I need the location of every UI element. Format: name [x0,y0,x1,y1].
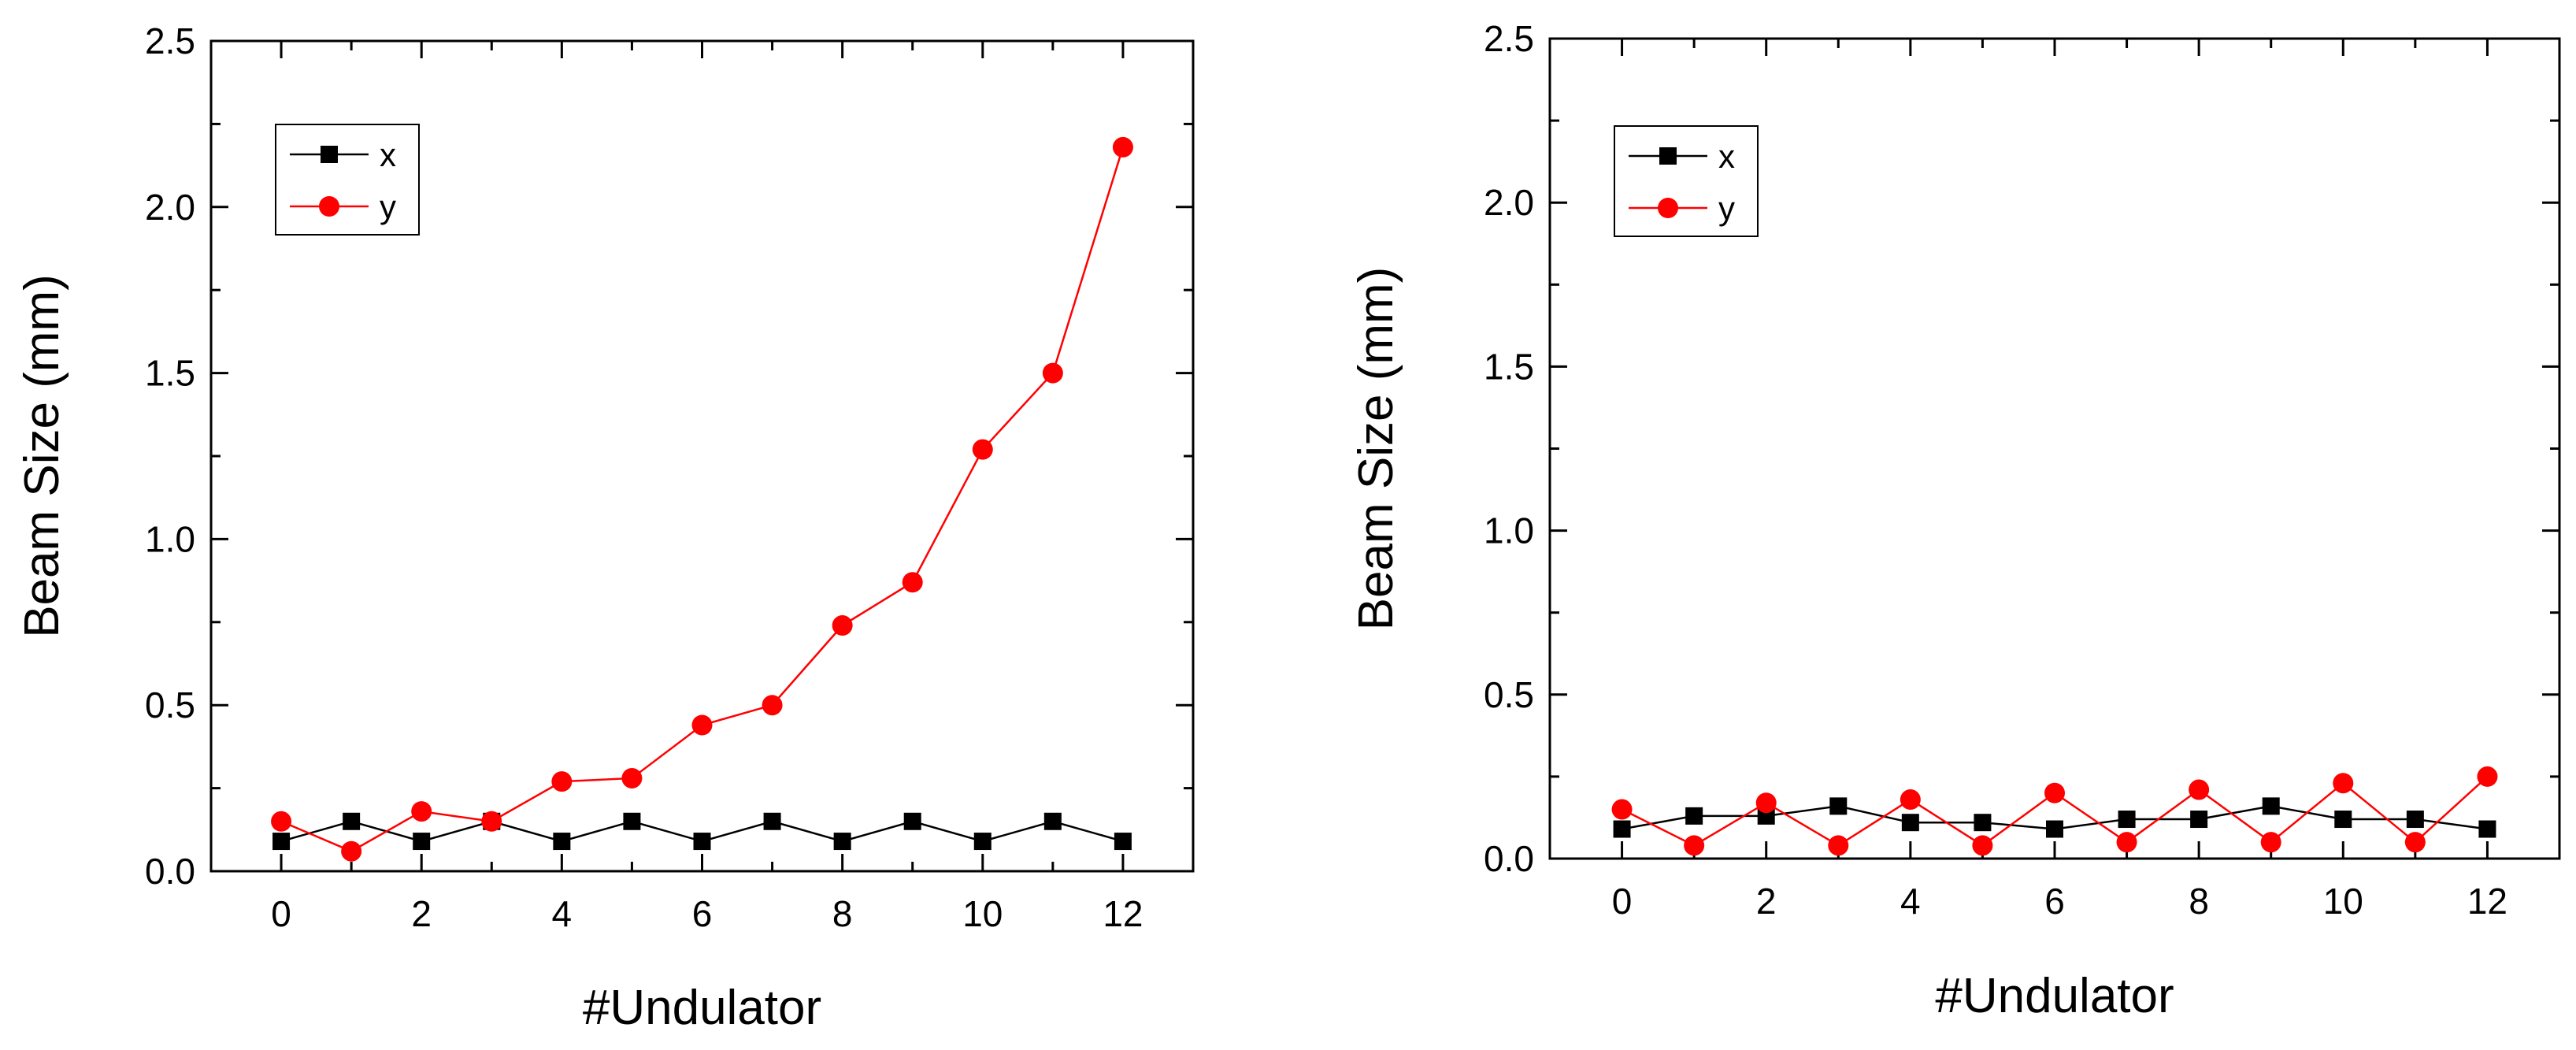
x-axis-title: #Undulator [583,981,821,1035]
x-tick-label: 0 [1612,881,1633,922]
data-point-x [1043,812,1062,830]
legend-marker-x [321,146,338,163]
y-tick-label: 0.0 [145,851,195,892]
legend-marker-y [319,196,339,217]
x-tick-label: 10 [962,893,1003,934]
x-tick-label: 0 [271,893,291,934]
y-axis-title: Beam Size (mm) [1349,267,1403,631]
legend-marker-y [1658,198,1678,218]
data-point-y [341,840,362,862]
data-point-y [1112,136,1133,158]
data-point-y [2189,779,2210,800]
data-point-y [1828,835,1849,856]
data-point-y [2260,832,2281,853]
legend-box [275,124,420,236]
x-tick-label: 4 [1900,881,1921,922]
y-axis-title: Beam Size (mm) [15,274,69,638]
y-tick-label: 1.5 [1484,346,1534,387]
legend-label-y: y [1718,190,1735,227]
x-tick-label: 8 [2189,881,2209,922]
legend-box [1614,125,1759,237]
y-tick-label: 2.5 [145,20,195,61]
data-point-x [1114,833,1132,851]
data-point-y [691,714,713,736]
y-tick-label: 0.5 [1484,674,1534,715]
x-tick-label: 2 [1756,881,1777,922]
data-point-x [1613,820,1631,838]
x-tick-label: 10 [2323,881,2363,922]
data-point-y [2044,782,2065,803]
data-point-y [762,695,783,716]
series-line-y [280,147,1125,853]
data-point-y [2116,832,2137,853]
data-point-x [2406,811,2424,829]
data-point-y [832,615,853,636]
x-tick-label: 12 [1103,893,1143,934]
data-point-y [271,811,292,832]
data-point-x [413,833,431,851]
data-point-y [902,572,923,593]
data-point-y [621,767,643,788]
data-point-x [1974,814,1992,832]
data-point-y [1755,792,1777,814]
data-point-x [973,833,991,851]
data-point-x [2334,811,2352,829]
data-point-x [1901,814,1919,832]
y-tick-label: 2.0 [145,187,195,228]
data-point-y [1611,799,1633,820]
data-point-x [763,812,781,830]
data-point-x [2046,820,2063,838]
data-point-x [833,833,851,851]
x-axis-title: #Undulator [1935,969,2174,1023]
legend-label-x: x [1718,138,1735,175]
x-tick-label: 6 [692,893,713,934]
data-point-y [1042,362,1063,384]
data-point-y [1684,835,1705,856]
legend-label-x: x [380,136,396,173]
data-point-y [2333,773,2354,794]
x-tick-label: 4 [552,893,573,934]
data-point-y [972,439,993,460]
data-point-y [1972,835,1993,856]
data-point-y [481,811,502,832]
x-tick-label: 8 [832,893,853,934]
data-point-x [1685,807,1703,825]
data-point-x [272,833,291,851]
data-point-y [1900,789,1921,811]
data-point-y [2477,766,2498,787]
data-point-x [693,833,711,851]
x-tick-label: 6 [2044,881,2065,922]
data-point-x [553,833,571,851]
left-chart: 0.0 0.5 1.0 1.5 2.0 2.5 0 2 4 6 8 10 12 #Undulator Bea… [15,20,1195,1035]
data-point-x [903,812,921,830]
data-point-x [623,812,641,830]
data-point-y [411,801,432,822]
y-tick-label: 1.0 [145,518,195,559]
y-tick-label: 0.5 [145,685,195,725]
y-tick-label: 0.0 [1484,838,1534,879]
data-point-x [2118,811,2136,829]
legend-label-y: y [380,188,396,225]
y-tick-label: 1.5 [145,353,195,394]
y-tick-label: 2.0 [1484,182,1534,223]
data-point-x [2262,797,2280,815]
right-chart: 0.0 0.5 1.0 1.5 2.0 2.5 0 2 4 6 8 10 12 #Undulator Bea… [1349,18,2561,1023]
y-tick-label: 2.5 [1484,18,1534,59]
legend-marker-x [1659,147,1677,165]
x-tick-label: 2 [411,893,432,934]
data-point-x [343,812,361,830]
data-point-x [1829,797,1848,815]
x-tick-label: 12 [2467,881,2507,922]
data-point-x [2190,811,2208,829]
data-point-x [2478,820,2496,838]
data-point-y [551,771,573,792]
data-point-y [2404,832,2426,853]
y-tick-label: 1.0 [1484,510,1534,551]
